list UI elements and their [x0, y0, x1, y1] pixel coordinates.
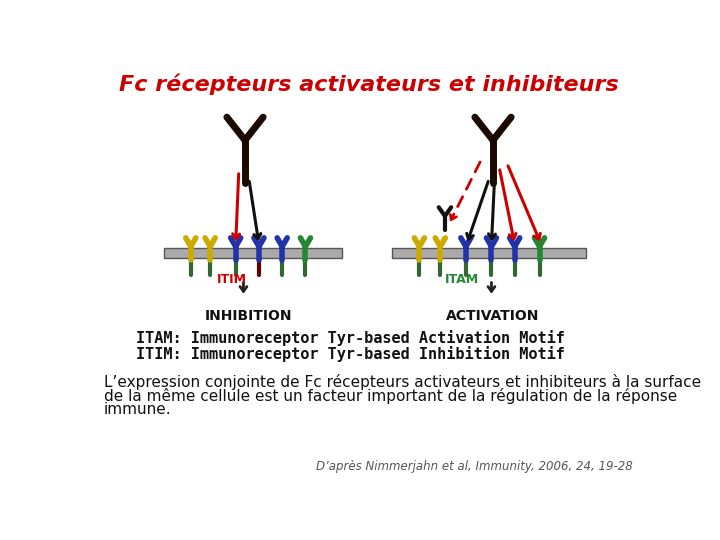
Bar — [392, 248, 586, 258]
Text: ITIM: ITIM — [217, 273, 247, 286]
Text: D’après Nimmerjahn et al, Immunity, 2006, 24, 19-28: D’après Nimmerjahn et al, Immunity, 2006… — [316, 460, 632, 473]
Text: ITAM: Immunoreceptor Tyr-based Activation Motif: ITAM: Immunoreceptor Tyr-based Activatio… — [137, 330, 565, 346]
Text: Fc récepteurs activateurs et inhibiteurs: Fc récepteurs activateurs et inhibiteurs — [119, 73, 619, 95]
Text: INHIBITION: INHIBITION — [205, 309, 292, 323]
Text: ACTIVATION: ACTIVATION — [446, 309, 540, 323]
Bar — [163, 248, 342, 258]
Text: L’expression conjointe de Fc récepteurs activateurs et inhibiteurs à la surface: L’expression conjointe de Fc récepteurs … — [104, 374, 701, 390]
Text: immune.: immune. — [104, 402, 171, 417]
Text: ITIM: Immunoreceptor Tyr-based Inhibition Motif: ITIM: Immunoreceptor Tyr-based Inhibitio… — [137, 346, 565, 362]
Text: ITAM: ITAM — [445, 273, 479, 286]
Text: de la même cellule est un facteur important de la régulation de la réponse: de la même cellule est un facteur import… — [104, 388, 678, 404]
